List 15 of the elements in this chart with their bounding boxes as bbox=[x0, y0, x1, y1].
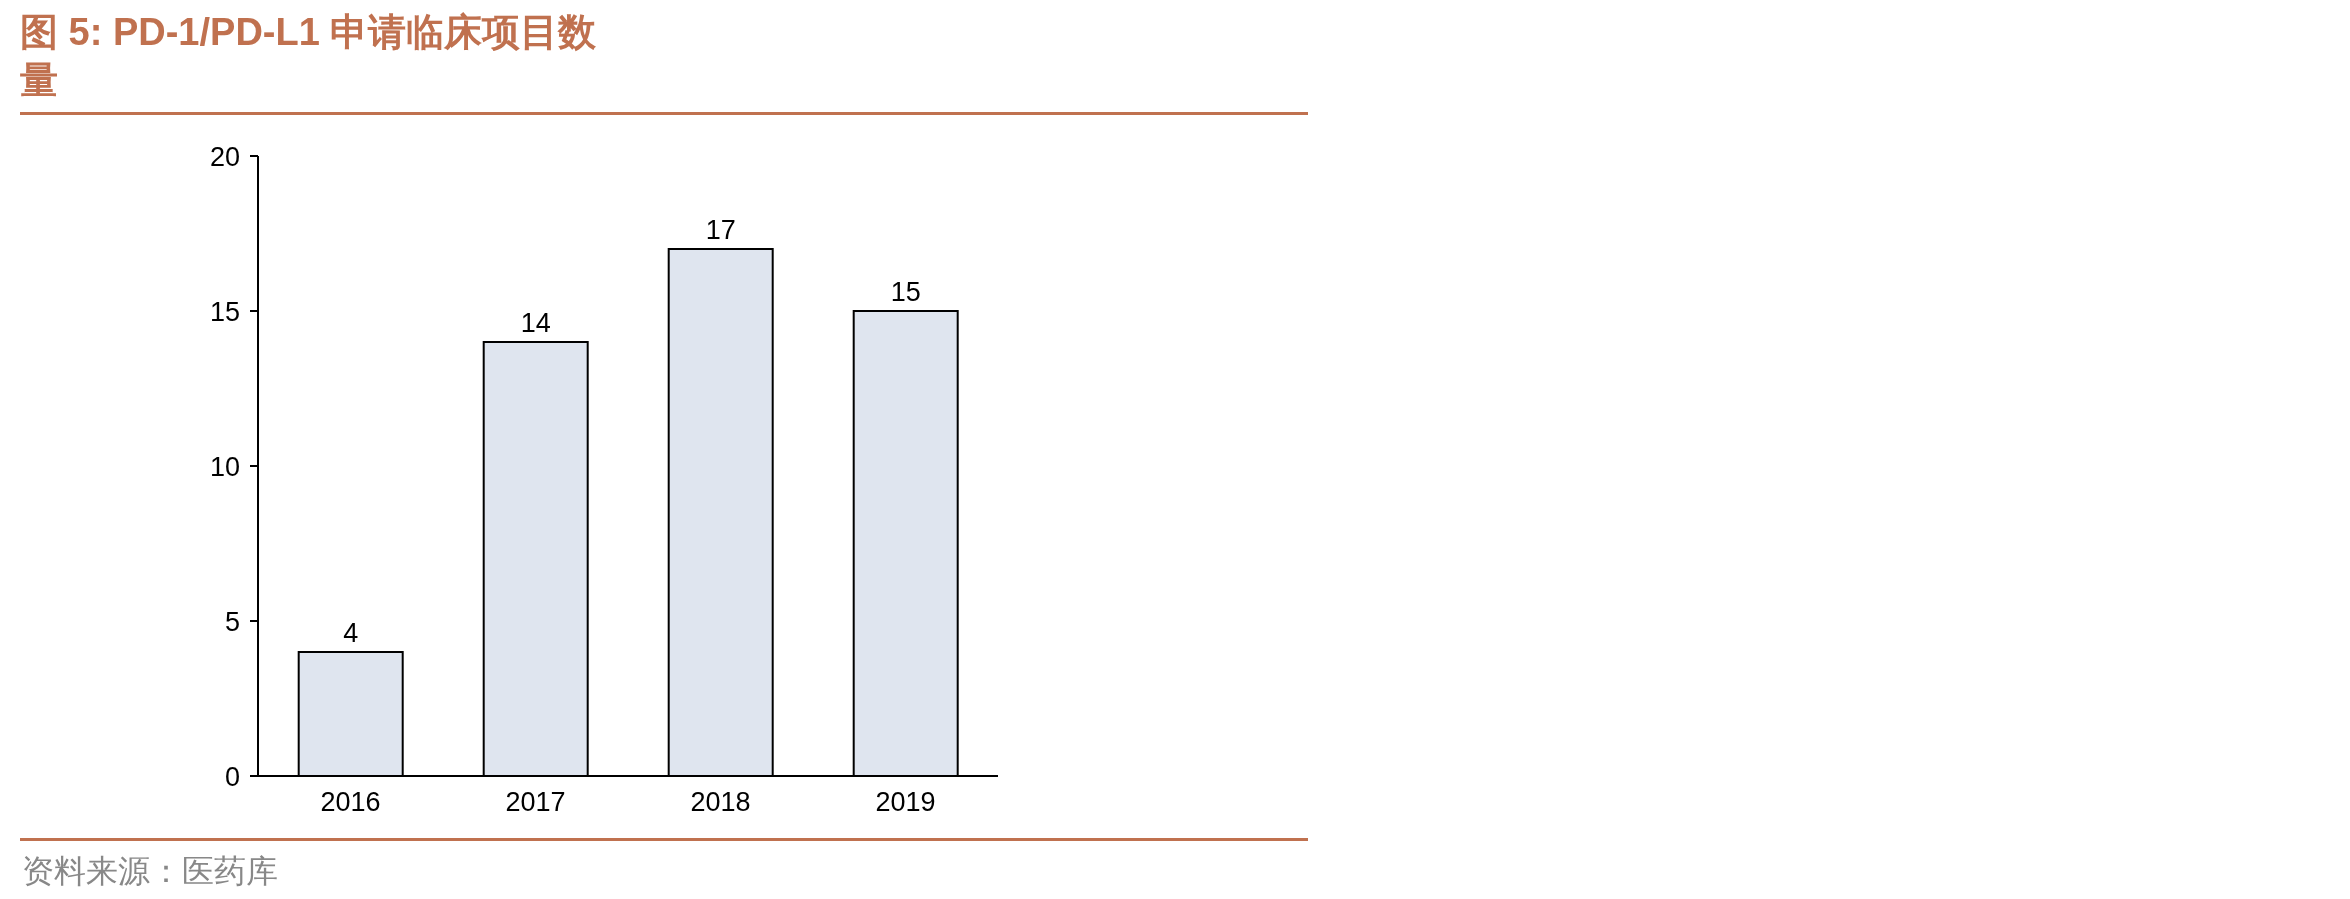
data-label: 4 bbox=[343, 618, 359, 648]
chart-title: 图 5: PD-1/PD-L1 申请临床项目数量 bbox=[20, 10, 598, 103]
y-tick-label: 5 bbox=[224, 606, 240, 637]
y-tick-label: 15 bbox=[209, 296, 240, 327]
y-tick-label: 10 bbox=[209, 451, 240, 482]
text: 资料来源：医药库 bbox=[22, 852, 278, 891]
data-label: 15 bbox=[890, 277, 921, 307]
x-tick-label: 2017 bbox=[505, 787, 566, 818]
x-tick-label: 2018 bbox=[690, 787, 751, 818]
y-tick-label: 20 bbox=[209, 141, 240, 172]
data-label: 17 bbox=[705, 215, 736, 245]
y-tick-label: 0 bbox=[224, 761, 240, 792]
x-tick-label: 2019 bbox=[875, 787, 936, 818]
x-tick-label: 2016 bbox=[320, 787, 381, 818]
data-label: 14 bbox=[520, 308, 551, 338]
